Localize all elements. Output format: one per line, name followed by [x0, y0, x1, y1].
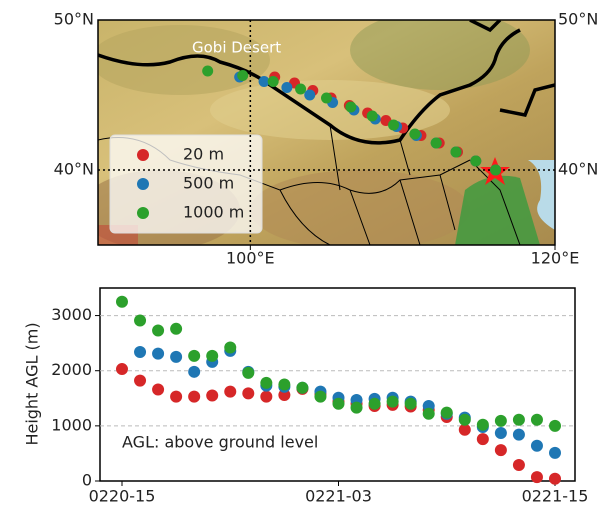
x-tick-label: 0221-03 — [305, 487, 372, 506]
data-point — [530, 439, 543, 452]
x-tick-label: 100°E — [226, 249, 275, 268]
data-point — [278, 388, 291, 401]
legend-box — [109, 134, 263, 234]
trajectory-point — [366, 110, 378, 122]
y-tick-label: 0 — [82, 471, 92, 490]
data-point — [116, 363, 128, 376]
data-point — [494, 444, 507, 457]
data-point — [530, 471, 543, 484]
data-point — [152, 324, 165, 337]
trajectory-point — [450, 146, 462, 158]
data-point — [152, 383, 165, 396]
trajectory-point — [202, 65, 214, 77]
data-point — [332, 397, 345, 410]
y-tick-label: 1000 — [51, 415, 92, 434]
data-point — [476, 433, 489, 446]
data-point — [512, 459, 525, 472]
trajectory-point — [470, 155, 482, 167]
data-point — [549, 419, 561, 432]
data-point — [512, 413, 525, 426]
data-point — [422, 407, 435, 420]
data-point — [386, 395, 399, 408]
trajectory-point — [409, 128, 421, 140]
data-point — [530, 413, 543, 426]
trajectory-point — [295, 83, 307, 95]
data-point — [260, 376, 273, 389]
data-point — [170, 350, 183, 363]
y-tick-label-right: 40°N — [558, 160, 598, 179]
data-point — [494, 427, 507, 440]
y-tick-label: 40°N — [54, 160, 94, 179]
y-tick-label: 3000 — [51, 305, 92, 324]
data-point — [260, 390, 273, 403]
legend-marker — [137, 178, 149, 190]
data-point — [188, 349, 201, 362]
data-point — [206, 389, 219, 402]
data-point — [188, 390, 201, 403]
data-point — [206, 349, 219, 362]
data-point — [350, 401, 363, 414]
data-point — [296, 381, 309, 394]
trajectory-point — [237, 70, 249, 81]
data-point — [458, 423, 471, 436]
legend-label: 1000 m — [183, 203, 244, 222]
data-point — [134, 345, 147, 358]
trajectory-point — [388, 119, 400, 131]
data-point — [224, 341, 237, 354]
trajectory-point — [281, 82, 293, 93]
y-axis-label: Height AGL (m) — [23, 322, 42, 445]
x-tick-label: 0220-15 — [89, 487, 156, 506]
data-point — [494, 414, 507, 427]
legend-marker — [137, 207, 149, 219]
data-point — [278, 378, 291, 391]
data-point — [458, 413, 471, 426]
trajectory-point — [490, 164, 502, 176]
data-point — [314, 390, 327, 403]
annotation: AGL: above ground level — [122, 433, 318, 452]
legend-marker — [137, 149, 149, 161]
data-point — [134, 314, 147, 327]
region-label: Gobi Desert — [192, 39, 281, 57]
legend-label: 20 m — [183, 145, 224, 164]
data-point — [476, 418, 489, 431]
y-tick-label-right: 50°N — [558, 10, 598, 29]
data-point — [549, 472, 561, 485]
data-point — [242, 366, 255, 379]
y-tick-label: 2000 — [51, 360, 92, 379]
data-point — [404, 397, 417, 410]
trajectory-point — [345, 101, 357, 113]
data-point — [152, 347, 165, 360]
y-tick-label: 50°N — [54, 10, 94, 29]
data-point — [368, 397, 381, 410]
trajectory-point — [430, 137, 442, 149]
data-point — [224, 385, 237, 398]
trajectory-point — [258, 76, 270, 87]
map-frame — [97, 19, 556, 246]
trajectory-point — [267, 76, 279, 87]
trajectory-point — [304, 89, 316, 101]
data-point — [170, 322, 183, 335]
data-point — [116, 295, 128, 308]
data-point — [134, 374, 147, 387]
data-point — [512, 428, 525, 441]
data-point — [440, 406, 453, 419]
data-point — [188, 365, 201, 378]
trajectory-point — [321, 92, 332, 104]
data-point — [549, 446, 561, 459]
x-tick-label: 0221-15 — [522, 487, 589, 506]
data-point — [242, 387, 255, 400]
legend-label: 500 m — [183, 174, 234, 193]
data-point — [170, 390, 183, 403]
x-tick-label: 120°E — [531, 249, 580, 268]
